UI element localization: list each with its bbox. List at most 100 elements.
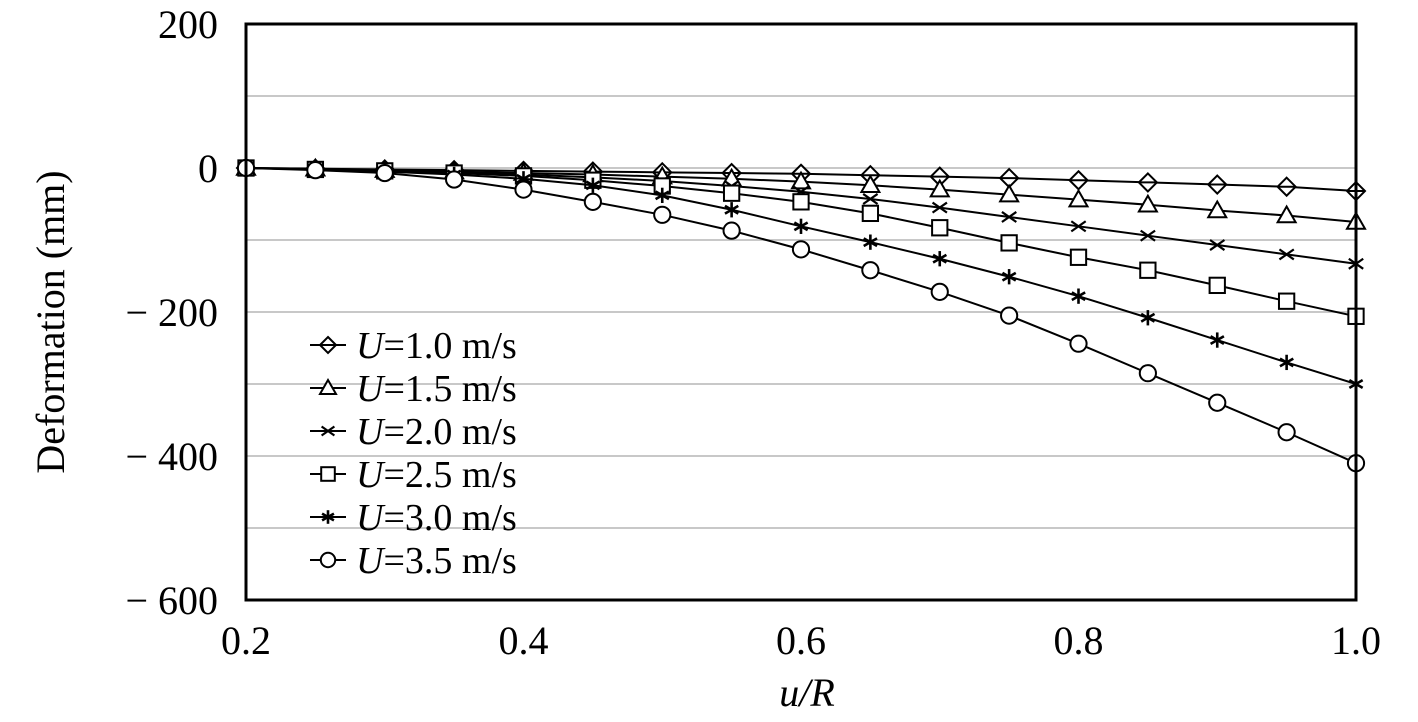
data-point bbox=[1206, 174, 1228, 195]
data-point bbox=[1209, 332, 1225, 348]
data-point bbox=[930, 282, 949, 301]
data-point bbox=[790, 170, 812, 190]
data-point bbox=[1209, 239, 1226, 251]
data-point bbox=[722, 184, 741, 202]
data-point bbox=[318, 377, 338, 395]
data-point bbox=[1069, 334, 1088, 353]
x-tick-label: 1.0 bbox=[1331, 618, 1381, 663]
legend-label: U=1.0 m/s bbox=[356, 325, 517, 367]
legend-label: U=2.0 m/s bbox=[356, 411, 517, 453]
legend-symbol: U bbox=[356, 540, 386, 582]
data-point bbox=[653, 205, 672, 224]
data-point bbox=[306, 161, 325, 180]
data-point bbox=[859, 174, 882, 194]
legend-value: =2.5 m/s bbox=[383, 454, 516, 496]
data-point bbox=[1277, 292, 1296, 310]
legend-symbol: U bbox=[356, 368, 386, 410]
data-point bbox=[1070, 220, 1087, 233]
data-point bbox=[724, 202, 739, 218]
data-point bbox=[1140, 310, 1156, 326]
legend-label: U=3.0 m/s bbox=[356, 497, 517, 539]
data-point bbox=[861, 204, 880, 223]
legend-value: =2.0 m/s bbox=[383, 411, 516, 453]
data-point bbox=[931, 219, 949, 237]
data-point bbox=[654, 187, 670, 204]
data-point bbox=[1000, 306, 1019, 325]
legend-label: U=2.5 m/s bbox=[356, 454, 517, 496]
data-point bbox=[1278, 248, 1295, 261]
data-point bbox=[1206, 199, 1228, 219]
data-point bbox=[1139, 261, 1157, 279]
data-point bbox=[1137, 193, 1159, 213]
x-tick-label: 0.8 bbox=[1054, 618, 1104, 663]
data-point bbox=[863, 234, 878, 250]
data-point bbox=[1000, 234, 1018, 252]
x-axis-title: u/R bbox=[779, 670, 835, 715]
data-point bbox=[375, 163, 394, 183]
data-point bbox=[445, 170, 464, 189]
data-point bbox=[318, 335, 338, 355]
data-point bbox=[321, 510, 335, 524]
legend-label: U=1.5 m/s bbox=[356, 368, 517, 410]
legend-value: =3.0 m/s bbox=[383, 497, 516, 539]
legend-item: U=1.0 m/s bbox=[310, 325, 517, 367]
x-tick-label: 0.4 bbox=[499, 618, 549, 663]
data-point bbox=[320, 425, 336, 437]
legend-item: U=2.0 m/s bbox=[310, 411, 517, 453]
data-point bbox=[722, 221, 741, 240]
y-tick-label: 0 bbox=[198, 146, 218, 191]
data-point bbox=[861, 261, 880, 280]
x-tick-label: 0.2 bbox=[221, 618, 271, 663]
data-point bbox=[320, 466, 336, 482]
data-point bbox=[1001, 269, 1017, 285]
x-axis-ticks: 0.2 0.4 0.6 0.8 1.0 bbox=[221, 618, 1381, 663]
data-point bbox=[1276, 176, 1298, 198]
data-point bbox=[862, 193, 879, 205]
y-axis-title: Deformation (mm) bbox=[28, 170, 73, 473]
y-tick-label: 200 bbox=[158, 2, 218, 47]
data-point bbox=[932, 251, 948, 267]
data-point bbox=[929, 178, 951, 198]
legend-item: U=1.5 m/s bbox=[310, 368, 517, 410]
data-point bbox=[998, 183, 1020, 203]
data-point bbox=[1068, 169, 1089, 191]
legend-value: =1.0 m/s bbox=[383, 325, 516, 367]
legend-symbol: U bbox=[356, 454, 386, 496]
y-tick-label: − 200 bbox=[125, 290, 218, 335]
data-point bbox=[514, 180, 533, 199]
series-group bbox=[235, 156, 1367, 473]
legend-label: U=3.5 m/s bbox=[356, 540, 517, 582]
data-point bbox=[1067, 188, 1090, 208]
y-tick-label: − 600 bbox=[125, 578, 218, 623]
data-point bbox=[791, 240, 811, 259]
x-tick-label: 0.6 bbox=[776, 618, 826, 663]
legend-symbol: U bbox=[356, 325, 386, 367]
data-point bbox=[1279, 354, 1294, 371]
legend-symbol: U bbox=[356, 411, 386, 453]
data-point bbox=[1001, 211, 1017, 223]
data-point bbox=[1208, 393, 1227, 412]
data-point bbox=[1137, 171, 1159, 193]
data-point bbox=[1071, 288, 1086, 304]
data-point bbox=[793, 218, 809, 234]
y-tick-label: − 400 bbox=[125, 434, 218, 479]
data-point bbox=[1277, 423, 1296, 442]
data-point bbox=[1138, 364, 1157, 383]
legend-symbol: U bbox=[356, 497, 386, 539]
legend: U=1.0 m/sU=1.5 m/sU=2.0 m/sU=2.5 m/sU=3.… bbox=[310, 325, 517, 582]
data-point bbox=[1140, 229, 1156, 242]
legend-item: U=3.0 m/s bbox=[310, 497, 517, 539]
data-point bbox=[1208, 276, 1226, 295]
y-axis-ticks: 200 0 − 200 − 400 − 600 bbox=[125, 2, 218, 623]
data-point bbox=[1069, 248, 1088, 266]
data-point bbox=[585, 177, 601, 193]
data-point bbox=[792, 193, 810, 211]
data-point bbox=[319, 551, 337, 569]
legend-item: U=2.5 m/s bbox=[310, 454, 517, 496]
legend-item: U=3.5 m/s bbox=[310, 540, 517, 582]
data-point bbox=[1275, 204, 1298, 224]
plot-frame bbox=[244, 22, 1358, 602]
legend-value: =3.5 m/s bbox=[383, 540, 516, 582]
legend-value: =1.5 m/s bbox=[383, 368, 516, 410]
